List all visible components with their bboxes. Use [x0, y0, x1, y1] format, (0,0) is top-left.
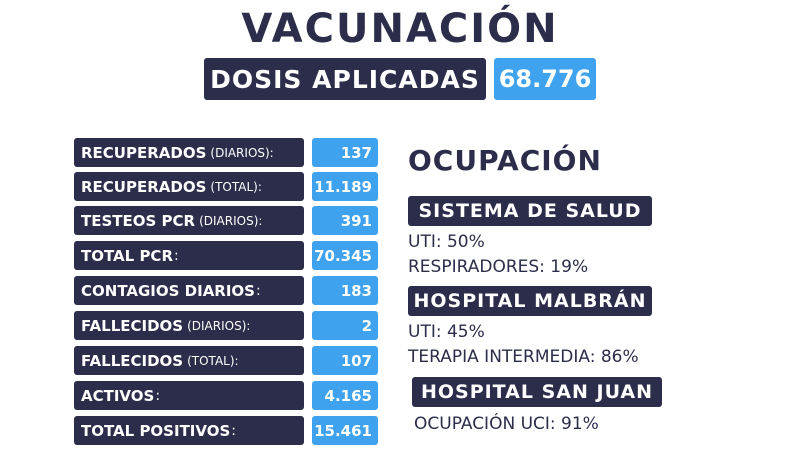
stat-label-main: TOTAL POSITIVOS — [81, 421, 231, 440]
stat-label: RECUPERADOS (TOTAL): — [74, 172, 304, 201]
stat-value: 2 — [312, 311, 378, 340]
stat-value: 11.189 — [312, 172, 378, 201]
stat-label: RECUPERADOS (DIARIOS): — [74, 138, 304, 167]
stat-row: TESTEOS PCR (DIARIOS): 391 — [74, 206, 378, 235]
stat-label: TOTAL PCR: — [74, 241, 304, 270]
stat-label: TOTAL POSITIVOS: — [74, 416, 304, 445]
section-sistema-salud: SISTEMA DE SALUD — [408, 196, 652, 226]
stat-value: 137 — [312, 138, 378, 167]
stat-label-sub: (DIARIOS): — [210, 145, 274, 160]
malbran-uti: UTI: 45% — [408, 322, 485, 342]
stat-label: FALLECIDOS (DIARIOS): — [74, 311, 304, 340]
stat-row: FALLECIDOS (DIARIOS): 2 — [74, 311, 378, 340]
stat-label: ACTIVOS: — [74, 381, 304, 410]
stat-label-colon: : — [155, 387, 161, 404]
malbran-terapia: TERAPIA INTERMEDIA: 86% — [408, 347, 639, 367]
stat-label-main: CONTAGIOS DIARIOS — [81, 281, 255, 300]
stat-label-sub: (DIARIOS): — [199, 213, 263, 228]
dosis-label: DOSIS APLICADAS — [204, 58, 486, 100]
stat-row: TOTAL PCR: 70.345 — [74, 241, 378, 270]
stat-value: 183 — [312, 276, 378, 305]
stat-label-main: TOTAL PCR — [81, 246, 173, 265]
sistema-respiradores: RESPIRADORES: 19% — [408, 257, 589, 277]
ocupacion-title: OCUPACIÓN — [408, 144, 602, 177]
stat-label-main: ACTIVOS — [81, 386, 155, 405]
stat-label-main: TESTEOS PCR — [81, 211, 196, 230]
section-hospital-san-juan: HOSPITAL SAN JUAN — [412, 377, 662, 407]
sistema-uti: UTI: 50% — [408, 232, 485, 252]
stat-label-sub: (DIARIOS): — [187, 318, 251, 333]
stat-label: CONTAGIOS DIARIOS: — [74, 276, 304, 305]
stat-row: TOTAL POSITIVOS: 15.461 — [74, 416, 378, 445]
dosis-value: 68.776 — [494, 58, 596, 100]
stat-row: CONTAGIOS DIARIOS: 183 — [74, 276, 378, 305]
stat-label-sub: (TOTAL): — [210, 179, 262, 194]
stat-label-colon: : — [174, 247, 179, 264]
stat-label-main: RECUPERADOS — [81, 177, 207, 196]
stat-value: 391 — [312, 206, 378, 235]
stat-label-main: RECUPERADOS — [81, 143, 207, 162]
stat-label-main: FALLECIDOS — [81, 351, 184, 370]
section-hospital-malbran: HOSPITAL MALBRÁN — [408, 286, 652, 316]
page-title: VACUNACIÓN — [241, 6, 559, 52]
stat-value: 15.461 — [312, 416, 378, 445]
stat-label: FALLECIDOS (TOTAL): — [74, 346, 304, 375]
stat-row: RECUPERADOS (TOTAL): 11.189 — [74, 172, 378, 201]
sanjuan-uci: OCUPACIÓN UCI: 91% — [414, 414, 599, 434]
stat-label: TESTEOS PCR (DIARIOS): — [74, 206, 304, 235]
stat-value: 107 — [312, 346, 378, 375]
stat-row: FALLECIDOS (TOTAL): 107 — [74, 346, 378, 375]
stat-label-colon: : — [231, 422, 237, 439]
stat-label-sub: (TOTAL): — [187, 353, 239, 368]
stat-value: 70.345 — [312, 241, 378, 270]
stat-label-main: FALLECIDOS — [81, 316, 184, 335]
stat-row: ACTIVOS: 4.165 — [74, 381, 378, 410]
stat-row: RECUPERADOS (DIARIOS): 137 — [74, 138, 378, 167]
stat-label-colon: : — [256, 282, 261, 299]
stat-value: 4.165 — [312, 381, 378, 410]
